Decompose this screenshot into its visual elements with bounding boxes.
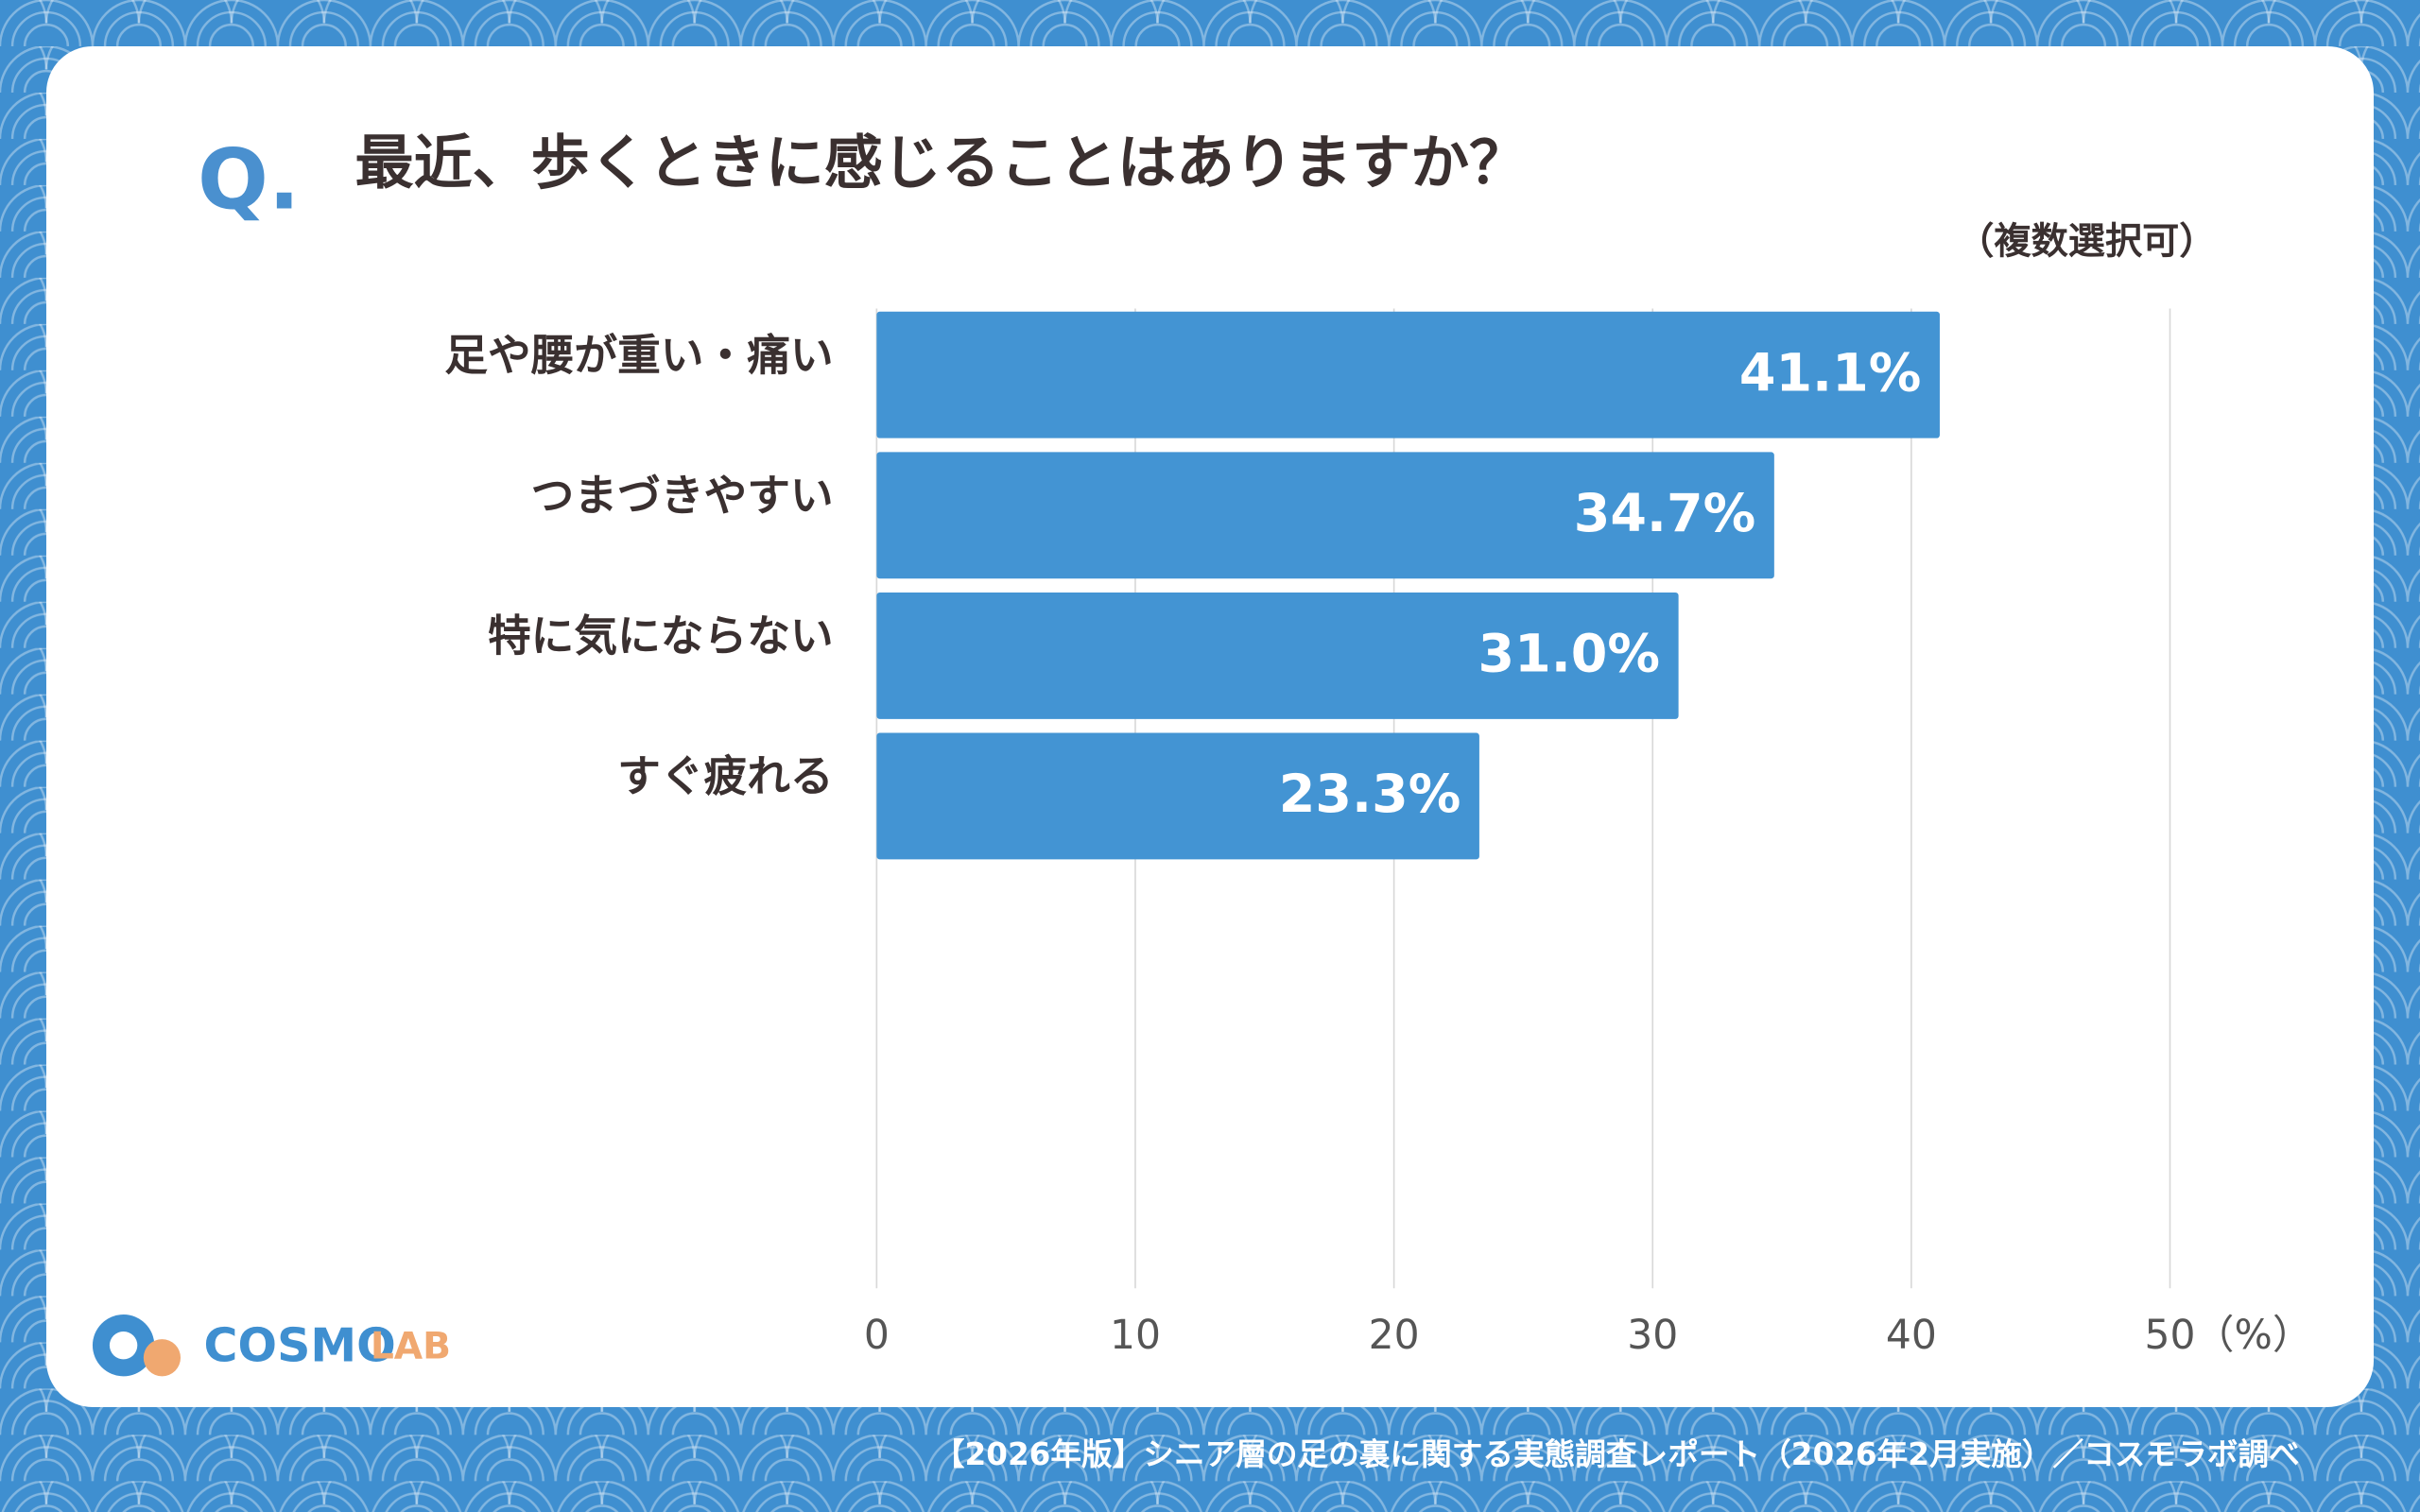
x-tick-label: 20 [1369, 1313, 1420, 1359]
x-tick-label: 30 [1627, 1313, 1678, 1359]
x-tick-label: 0 [864, 1313, 890, 1359]
value-label: 31.0% [1478, 624, 1660, 685]
x-unit: （%） [2194, 1313, 2312, 1359]
note: （複数選択可） [1957, 220, 2216, 263]
bar [876, 732, 1479, 860]
x-tick-label: 50 [2145, 1313, 2196, 1359]
value-label: 41.1% [1739, 343, 1922, 404]
value-label: 34.7% [1574, 483, 1756, 544]
category-label: 足や腰が重い・痛い [444, 330, 833, 380]
x-tick-label: 40 [1886, 1313, 1937, 1359]
q-mark: Q. [198, 130, 300, 228]
category-label: すぐ疲れる [617, 751, 834, 801]
logo: COSMO LAB [92, 1314, 451, 1377]
bar [876, 452, 1774, 579]
title: 最近、歩くときに感じることはありますか？ [355, 128, 1529, 197]
value-label: 23.3% [1279, 764, 1461, 825]
logo-text: COSMO [204, 1318, 396, 1372]
footer: 【2026年版】シニア層の足の裏に関する実態調査レポート（2026年2月実施）／… [934, 1436, 2300, 1472]
category-label: つまづきやすい [531, 471, 834, 521]
bar [876, 311, 1940, 438]
logo-icon [109, 1331, 138, 1360]
bar [876, 592, 1679, 719]
logo-text: LAB [371, 1325, 451, 1367]
x-tick-label: 10 [1110, 1313, 1161, 1359]
logo-icon [143, 1339, 182, 1377]
category-label: 特に気にならない [488, 610, 834, 661]
